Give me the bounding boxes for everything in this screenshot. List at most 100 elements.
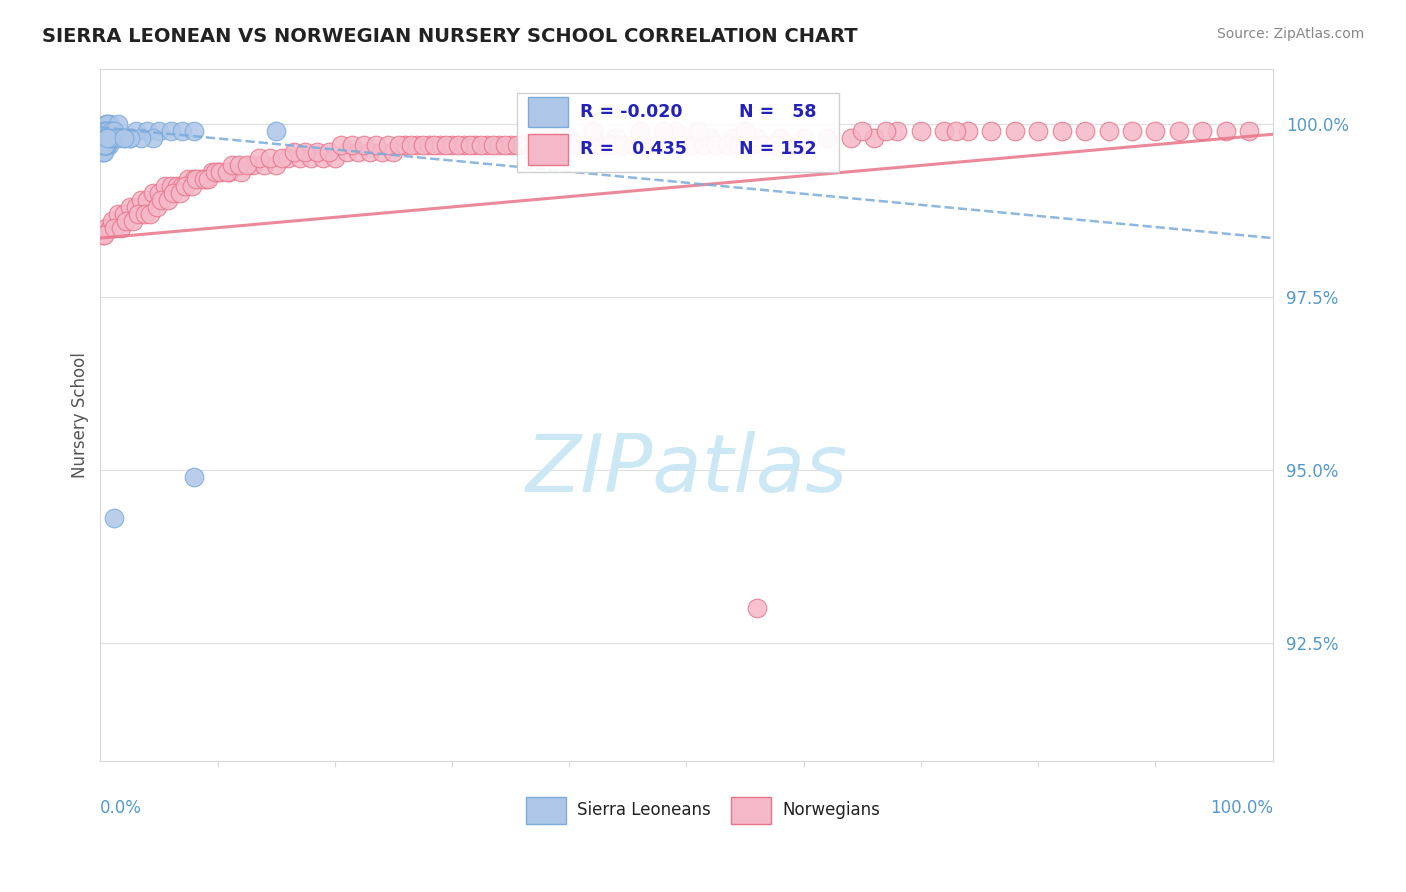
Point [288, 152, 311, 166]
FancyBboxPatch shape [529, 97, 568, 128]
Point [148, 186, 170, 200]
Point [94, 137, 117, 152]
Point [172, 179, 194, 194]
Point [582, 130, 605, 145]
Point [886, 124, 908, 138]
Point [97, 130, 120, 145]
Point [124, 200, 146, 214]
Point [704, 137, 727, 152]
Point [159, 179, 181, 194]
Point [1026, 124, 1049, 138]
Point [875, 124, 897, 138]
Point [734, 124, 756, 138]
Point [93, 145, 115, 159]
Text: ZIPatlas: ZIPatlas [526, 431, 848, 509]
Point [115, 214, 138, 228]
Point [94, 137, 117, 152]
Point [335, 145, 357, 159]
FancyBboxPatch shape [516, 93, 839, 172]
Point [177, 172, 200, 186]
Point [1167, 124, 1189, 138]
Point [980, 124, 1002, 138]
Point [329, 137, 352, 152]
Point [628, 124, 651, 138]
Point [464, 137, 486, 152]
Point [815, 130, 838, 145]
Point [494, 137, 516, 152]
Point [127, 207, 149, 221]
Point [91, 130, 114, 145]
Point [1121, 124, 1143, 138]
Point [148, 124, 170, 138]
Point [110, 220, 132, 235]
Point [97, 137, 120, 152]
Point [253, 158, 276, 172]
Point [453, 137, 475, 152]
Point [97, 130, 120, 145]
Point [90, 137, 112, 152]
Point [786, 137, 808, 152]
Point [418, 137, 440, 152]
Point [162, 186, 184, 200]
Point [100, 124, 122, 138]
Point [488, 137, 510, 152]
Point [101, 124, 124, 138]
Point [118, 130, 141, 145]
Point [388, 137, 411, 152]
Point [183, 172, 205, 186]
Point [186, 172, 208, 186]
Point [188, 172, 211, 186]
Point [96, 117, 118, 131]
Point [652, 124, 675, 138]
Text: Norwegians: Norwegians [783, 802, 880, 820]
Point [93, 137, 115, 152]
Point [150, 193, 173, 207]
Point [658, 137, 681, 152]
Text: Sierra Leoneans: Sierra Leoneans [578, 802, 711, 820]
Point [98, 117, 121, 131]
Point [793, 130, 815, 145]
Point [934, 124, 956, 138]
Text: SIERRA LEONEAN VS NORWEGIAN NURSERY SCHOOL CORRELATION CHART: SIERRA LEONEAN VS NORWEGIAN NURSERY SCHO… [42, 27, 858, 45]
FancyBboxPatch shape [731, 797, 770, 824]
Point [138, 207, 160, 221]
Point [228, 158, 250, 172]
Point [434, 137, 457, 152]
Point [547, 130, 569, 145]
Point [323, 152, 346, 166]
Text: 0.0%: 0.0% [100, 798, 142, 817]
Point [664, 124, 686, 138]
Point [458, 137, 481, 152]
Point [134, 207, 156, 221]
Point [394, 137, 416, 152]
Point [94, 137, 117, 152]
Point [93, 227, 115, 242]
Point [112, 130, 135, 145]
Point [517, 137, 540, 152]
Point [118, 200, 141, 214]
Point [136, 124, 159, 138]
Point [215, 165, 238, 179]
Point [605, 130, 627, 145]
Point [96, 130, 118, 145]
Point [96, 130, 118, 145]
Point [94, 137, 117, 152]
Point [91, 137, 114, 152]
Point [405, 137, 427, 152]
Point [564, 137, 586, 152]
Point [307, 145, 329, 159]
Point [98, 130, 121, 145]
Point [956, 124, 979, 138]
Point [645, 137, 668, 152]
Point [218, 165, 240, 179]
Point [429, 137, 451, 152]
Point [91, 145, 114, 159]
Point [91, 137, 114, 152]
Point [94, 124, 117, 138]
Point [122, 214, 145, 228]
Point [688, 124, 710, 138]
Point [159, 124, 181, 138]
Point [623, 137, 645, 152]
FancyBboxPatch shape [529, 135, 568, 165]
Point [180, 179, 202, 194]
